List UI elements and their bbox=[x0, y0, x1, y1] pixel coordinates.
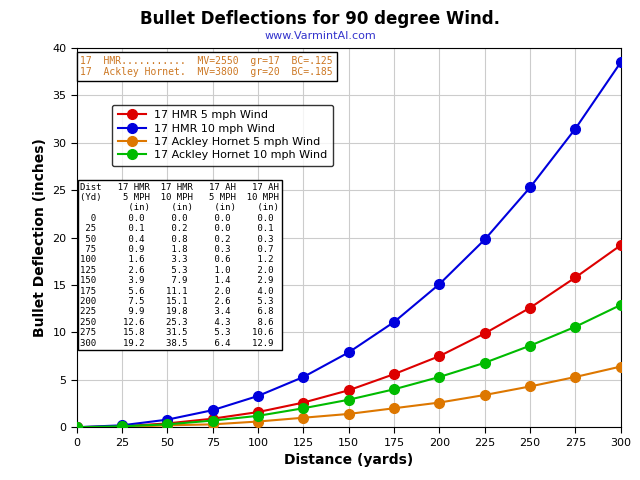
Text: Bullet Deflections for 90 degree Wind.: Bullet Deflections for 90 degree Wind. bbox=[140, 10, 500, 28]
Legend: 17 HMR 5 mph Wind, 17 HMR 10 mph Wind, 17 Ackley Hornet 5 mph Wind, 17 Ackley Ho: 17 HMR 5 mph Wind, 17 HMR 10 mph Wind, 1… bbox=[112, 105, 333, 166]
Text: 17  HMR...........  MV=2550  gr=17  BC=.125
17  Ackley Hornet.  MV=3800  gr=20  : 17 HMR........... MV=2550 gr=17 BC=.125 … bbox=[81, 56, 333, 77]
Y-axis label: Bullet Deflection (inches): Bullet Deflection (inches) bbox=[33, 138, 47, 337]
Text: www.VarmintAI.com: www.VarmintAI.com bbox=[264, 31, 376, 41]
X-axis label: Distance (yards): Distance (yards) bbox=[284, 453, 413, 467]
Text: Dist   17 HMR  17 HMR   17 AH   17 AH
(Yd)    5 MPH  10 MPH   5 MPH  10 MPH
    : Dist 17 HMR 17 HMR 17 AH 17 AH (Yd) 5 MP… bbox=[81, 182, 279, 348]
